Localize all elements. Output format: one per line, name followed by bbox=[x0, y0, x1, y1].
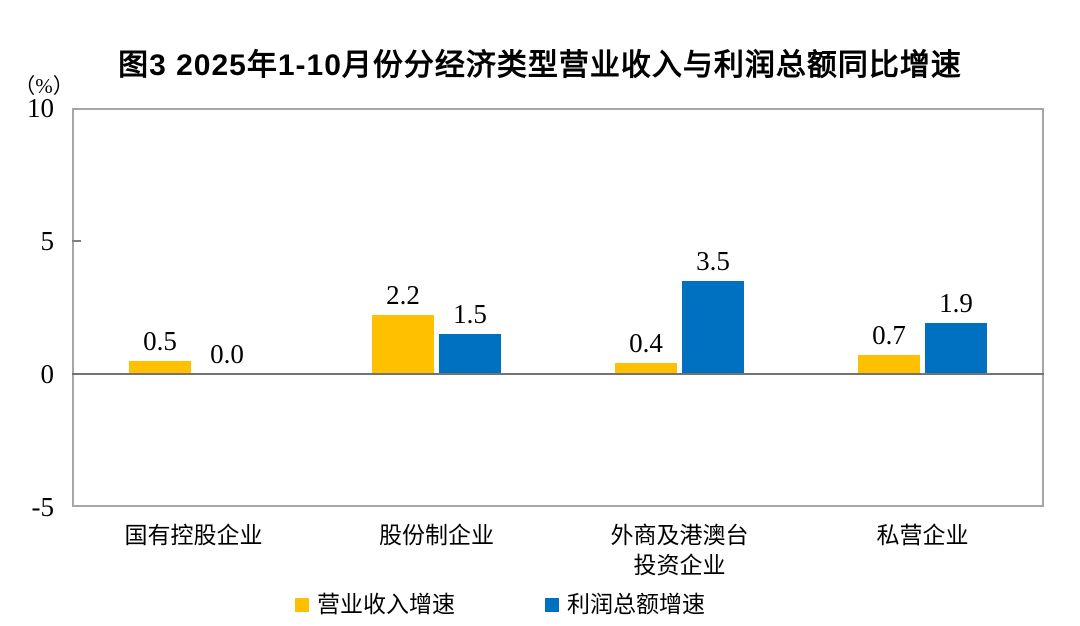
y-axis-unit-label: （%） bbox=[14, 74, 74, 98]
y-tick-label: 5 bbox=[40, 226, 55, 256]
y-tick-label: 0 bbox=[40, 359, 55, 389]
data-label: 2.2 bbox=[386, 280, 420, 310]
bar-利润总额增速-股份制企业 bbox=[439, 334, 501, 374]
legend-label: 利润总额增速 bbox=[567, 592, 705, 617]
bar-营业收入增速-外商及港澳台 bbox=[615, 363, 677, 374]
bar-营业收入增速-国有控股企业 bbox=[129, 361, 191, 374]
category-label: 私营企业 bbox=[876, 523, 969, 548]
y-tick-label: 10 bbox=[27, 93, 54, 123]
zero-axis-line bbox=[72, 373, 1044, 375]
data-label: 0.5 bbox=[143, 326, 177, 356]
category-label: 外商及港澳台 投资企业 bbox=[610, 523, 749, 578]
data-label: 1.5 bbox=[453, 299, 487, 329]
bar-利润总额增速-私营企业 bbox=[925, 323, 987, 374]
chart-title: 图3 2025年1-10月份分经济类型营业收入与利润总额同比增速 bbox=[118, 49, 962, 82]
y-tick-label: -5 bbox=[31, 492, 55, 522]
legend-swatch-icon bbox=[545, 598, 559, 612]
y-tick-mark bbox=[72, 240, 81, 242]
legend-swatch-icon bbox=[295, 598, 309, 612]
data-label: 1.9 bbox=[939, 288, 973, 318]
bar-营业收入增速-私营企业 bbox=[858, 355, 920, 374]
data-label: 0.7 bbox=[872, 320, 906, 350]
data-label: 0.4 bbox=[629, 328, 663, 358]
bar-营业收入增速-股份制企业 bbox=[372, 315, 434, 374]
legend-item: 利润总额增速 bbox=[545, 592, 705, 618]
data-label: 3.5 bbox=[696, 246, 730, 276]
category-label: 国有控股企业 bbox=[124, 523, 263, 548]
category-label: 股份制企业 bbox=[379, 523, 494, 548]
legend-item: 营业收入增速 bbox=[295, 592, 455, 618]
legend: 营业收入增速 利润总额增速 bbox=[0, 592, 1000, 618]
data-label: 0.0 bbox=[210, 339, 244, 369]
legend-label: 营业收入增速 bbox=[317, 592, 455, 617]
plot-area bbox=[72, 108, 1044, 507]
bar-利润总额增速-外商及港澳台 bbox=[682, 281, 744, 374]
